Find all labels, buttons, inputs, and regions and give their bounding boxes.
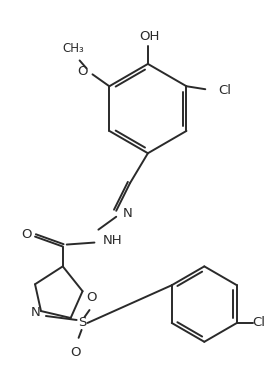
Text: CH₃: CH₃ bbox=[63, 42, 84, 55]
Text: N: N bbox=[123, 207, 133, 220]
Text: NH: NH bbox=[102, 234, 122, 247]
Text: O: O bbox=[70, 346, 81, 359]
Text: Cl: Cl bbox=[218, 84, 231, 97]
Text: O: O bbox=[77, 65, 87, 78]
Text: Cl: Cl bbox=[253, 317, 266, 330]
Text: O: O bbox=[21, 228, 31, 241]
Text: OH: OH bbox=[140, 30, 160, 43]
Text: S: S bbox=[78, 317, 87, 330]
Text: N: N bbox=[31, 306, 41, 318]
Text: O: O bbox=[86, 291, 97, 304]
